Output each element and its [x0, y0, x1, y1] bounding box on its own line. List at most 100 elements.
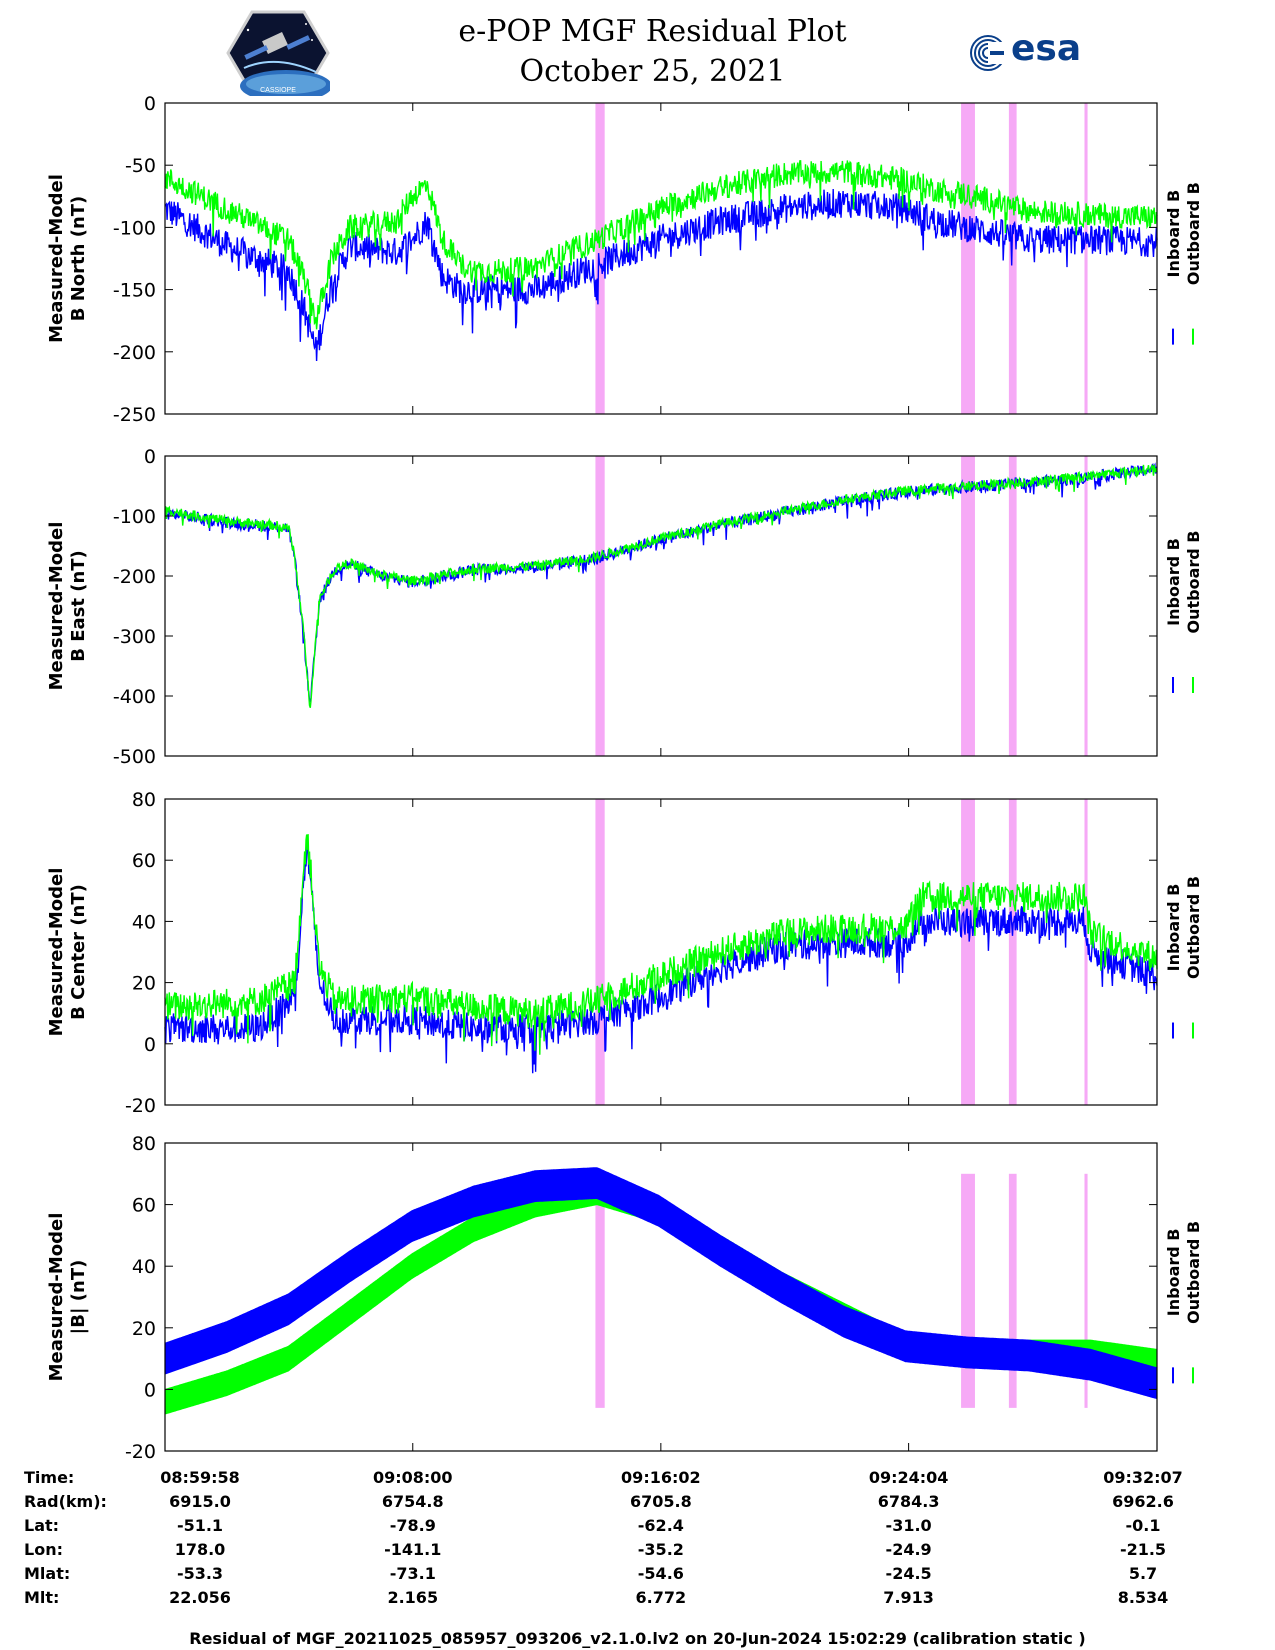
y-tick-label: 60	[132, 1195, 156, 1217]
plot-title: e-POP MGF Residual Plot October 25, 2021	[380, 12, 925, 92]
flag-band	[961, 103, 975, 414]
panel-center: 80 60 40 20 0 -20 Measured-ModelB Center (nT) I…	[46, 789, 1203, 1117]
y-axis-label: Measured-ModelB East (nT)	[46, 522, 89, 691]
legend-label: Inboard B	[1164, 538, 1183, 626]
table-cell: 6705.8	[629, 1492, 692, 1511]
table-cell: -24.5	[885, 1564, 932, 1583]
panel-north: 0 -50 -100 -150 -200 -250 Measured-ModelB Nort…	[46, 93, 1203, 426]
table-cell: 2.165	[387, 1588, 439, 1607]
y-tick-label: -20	[125, 1441, 156, 1463]
table-row-label: Mlt:	[24, 1588, 60, 1607]
y-tick-label: 80	[132, 1133, 156, 1155]
y-tick-label: -200	[113, 342, 156, 364]
flag-band	[1084, 799, 1088, 1105]
flag-band	[961, 799, 975, 1105]
table-cell: 08:59:58	[160, 1468, 240, 1487]
cassiope-logo: CASSIOPE	[226, 10, 330, 96]
table-cell: -141.1	[384, 1540, 442, 1559]
legend-label: Inboard B	[1164, 190, 1183, 278]
panel-east: 0 -100 -200 -300 -400 -500 Measured-ModelB Eas…	[46, 446, 1203, 768]
table-row-label: Lon:	[24, 1540, 63, 1559]
y-axis-label: Measured-Model|B| (nT)	[46, 1213, 89, 1382]
table-cell: -78.9	[389, 1516, 436, 1535]
flag-band	[595, 103, 605, 414]
y-axis-label-line: B East (nT)	[68, 550, 89, 662]
y-axis-label-line: Measured-Model	[46, 174, 67, 343]
flag-band	[961, 1173, 975, 1408]
table-cell: 6.772	[635, 1588, 687, 1607]
table-cell: -21.5	[1119, 1540, 1167, 1559]
table-cell: 7.913	[883, 1588, 934, 1607]
table-cell: -73.1	[389, 1564, 436, 1583]
series-inboard-b	[164, 1167, 1158, 1400]
panel-total: 80 60 40 20 0 -20 Measured-Model|B| (nT) Inboar…	[46, 1133, 1203, 1463]
y-axis-label-line: |B| (nT)	[68, 1260, 89, 1335]
legend-label: Outboard B	[1184, 1221, 1203, 1324]
table-cell: -51.1	[176, 1516, 224, 1535]
y-axis-label-line: Measured-Model	[46, 1213, 67, 1382]
table-cell: 6962.6	[1112, 1492, 1174, 1511]
table-cell: -35.2	[637, 1540, 684, 1559]
y-tick-label: -200	[113, 566, 156, 588]
y-tick-label: 40	[132, 911, 156, 933]
series-inboard-b	[164, 844, 1158, 1074]
table-cell: 6915.0	[169, 1492, 231, 1511]
flag-band	[1008, 103, 1017, 414]
legend-label: Outboard B	[1184, 531, 1203, 634]
legend-label: Outboard B	[1184, 182, 1203, 285]
flag-band	[1008, 799, 1017, 1105]
y-tick-label: 40	[132, 1256, 156, 1278]
plot-title-line1: e-POP MGF Residual Plot	[458, 14, 847, 49]
y-tick-label: -400	[113, 686, 156, 708]
series-outboard-b	[164, 834, 1158, 1055]
plot-frame	[164, 798, 1158, 1106]
esa-logo-text: esa	[1011, 28, 1082, 69]
table-cell: 09:24:04	[868, 1468, 949, 1487]
y-tick-label: -100	[113, 217, 156, 239]
flag-band	[1008, 456, 1017, 756]
y-tick-label: 80	[132, 789, 156, 811]
table-row-label: Lat:	[24, 1516, 60, 1535]
table-cell: 09:16:02	[621, 1468, 701, 1487]
y-tick-label: 60	[132, 850, 156, 872]
table-cell: 8.534	[1117, 1588, 1169, 1607]
y-tick-label: -500	[113, 746, 156, 768]
y-tick-label: -20	[125, 1095, 156, 1117]
flag-band	[595, 799, 605, 1105]
flag-band	[961, 456, 975, 756]
series-inboard-b	[164, 188, 1158, 362]
table-cell: -54.6	[637, 1564, 684, 1583]
flag-band	[1084, 1173, 1088, 1408]
plot-title-line2: October 25, 2021	[519, 54, 786, 89]
flag-band	[595, 456, 605, 756]
series-outboard-b	[164, 160, 1158, 330]
legend-label: Outboard B	[1184, 876, 1203, 979]
table-cell: 09:08:00	[372, 1468, 453, 1487]
footer-caption: Residual of MGF_20211025_085957_093206_v…	[189, 1629, 1086, 1648]
table-row-label: Time:	[24, 1468, 75, 1487]
table-cell: 5.7	[1128, 1564, 1158, 1583]
y-tick-label: -50	[125, 155, 156, 177]
y-axis-label-line: B North (nT)	[68, 196, 89, 322]
y-tick-label: -100	[113, 506, 156, 528]
y-tick-label: 0	[144, 1379, 156, 1401]
table-cell: -53.3	[176, 1564, 224, 1583]
y-axis-label: Measured-ModelB North (nT)	[46, 174, 89, 343]
table-cell: 09:32:07	[1103, 1468, 1183, 1487]
plot-frame	[164, 455, 1158, 757]
y-tick-label: 20	[132, 973, 156, 995]
cassiope-logo-text: CASSIOPE	[260, 87, 296, 94]
y-axis-label-line: Measured-Model	[46, 868, 67, 1037]
flag-band	[1008, 1173, 1017, 1408]
y-tick-label: 0	[144, 93, 156, 115]
legend-label: Inboard B	[1164, 1229, 1183, 1317]
flag-band	[1084, 456, 1088, 756]
table-cell: 6754.8	[381, 1492, 444, 1511]
plot-frame	[164, 102, 1158, 415]
table-row-label: Mlat:	[24, 1564, 71, 1583]
table-cell: 178.0	[174, 1540, 226, 1559]
y-axis-label-line: Measured-Model	[46, 522, 67, 691]
table-cell: -0.1	[1125, 1516, 1161, 1535]
series-outboard-b	[164, 463, 1158, 709]
